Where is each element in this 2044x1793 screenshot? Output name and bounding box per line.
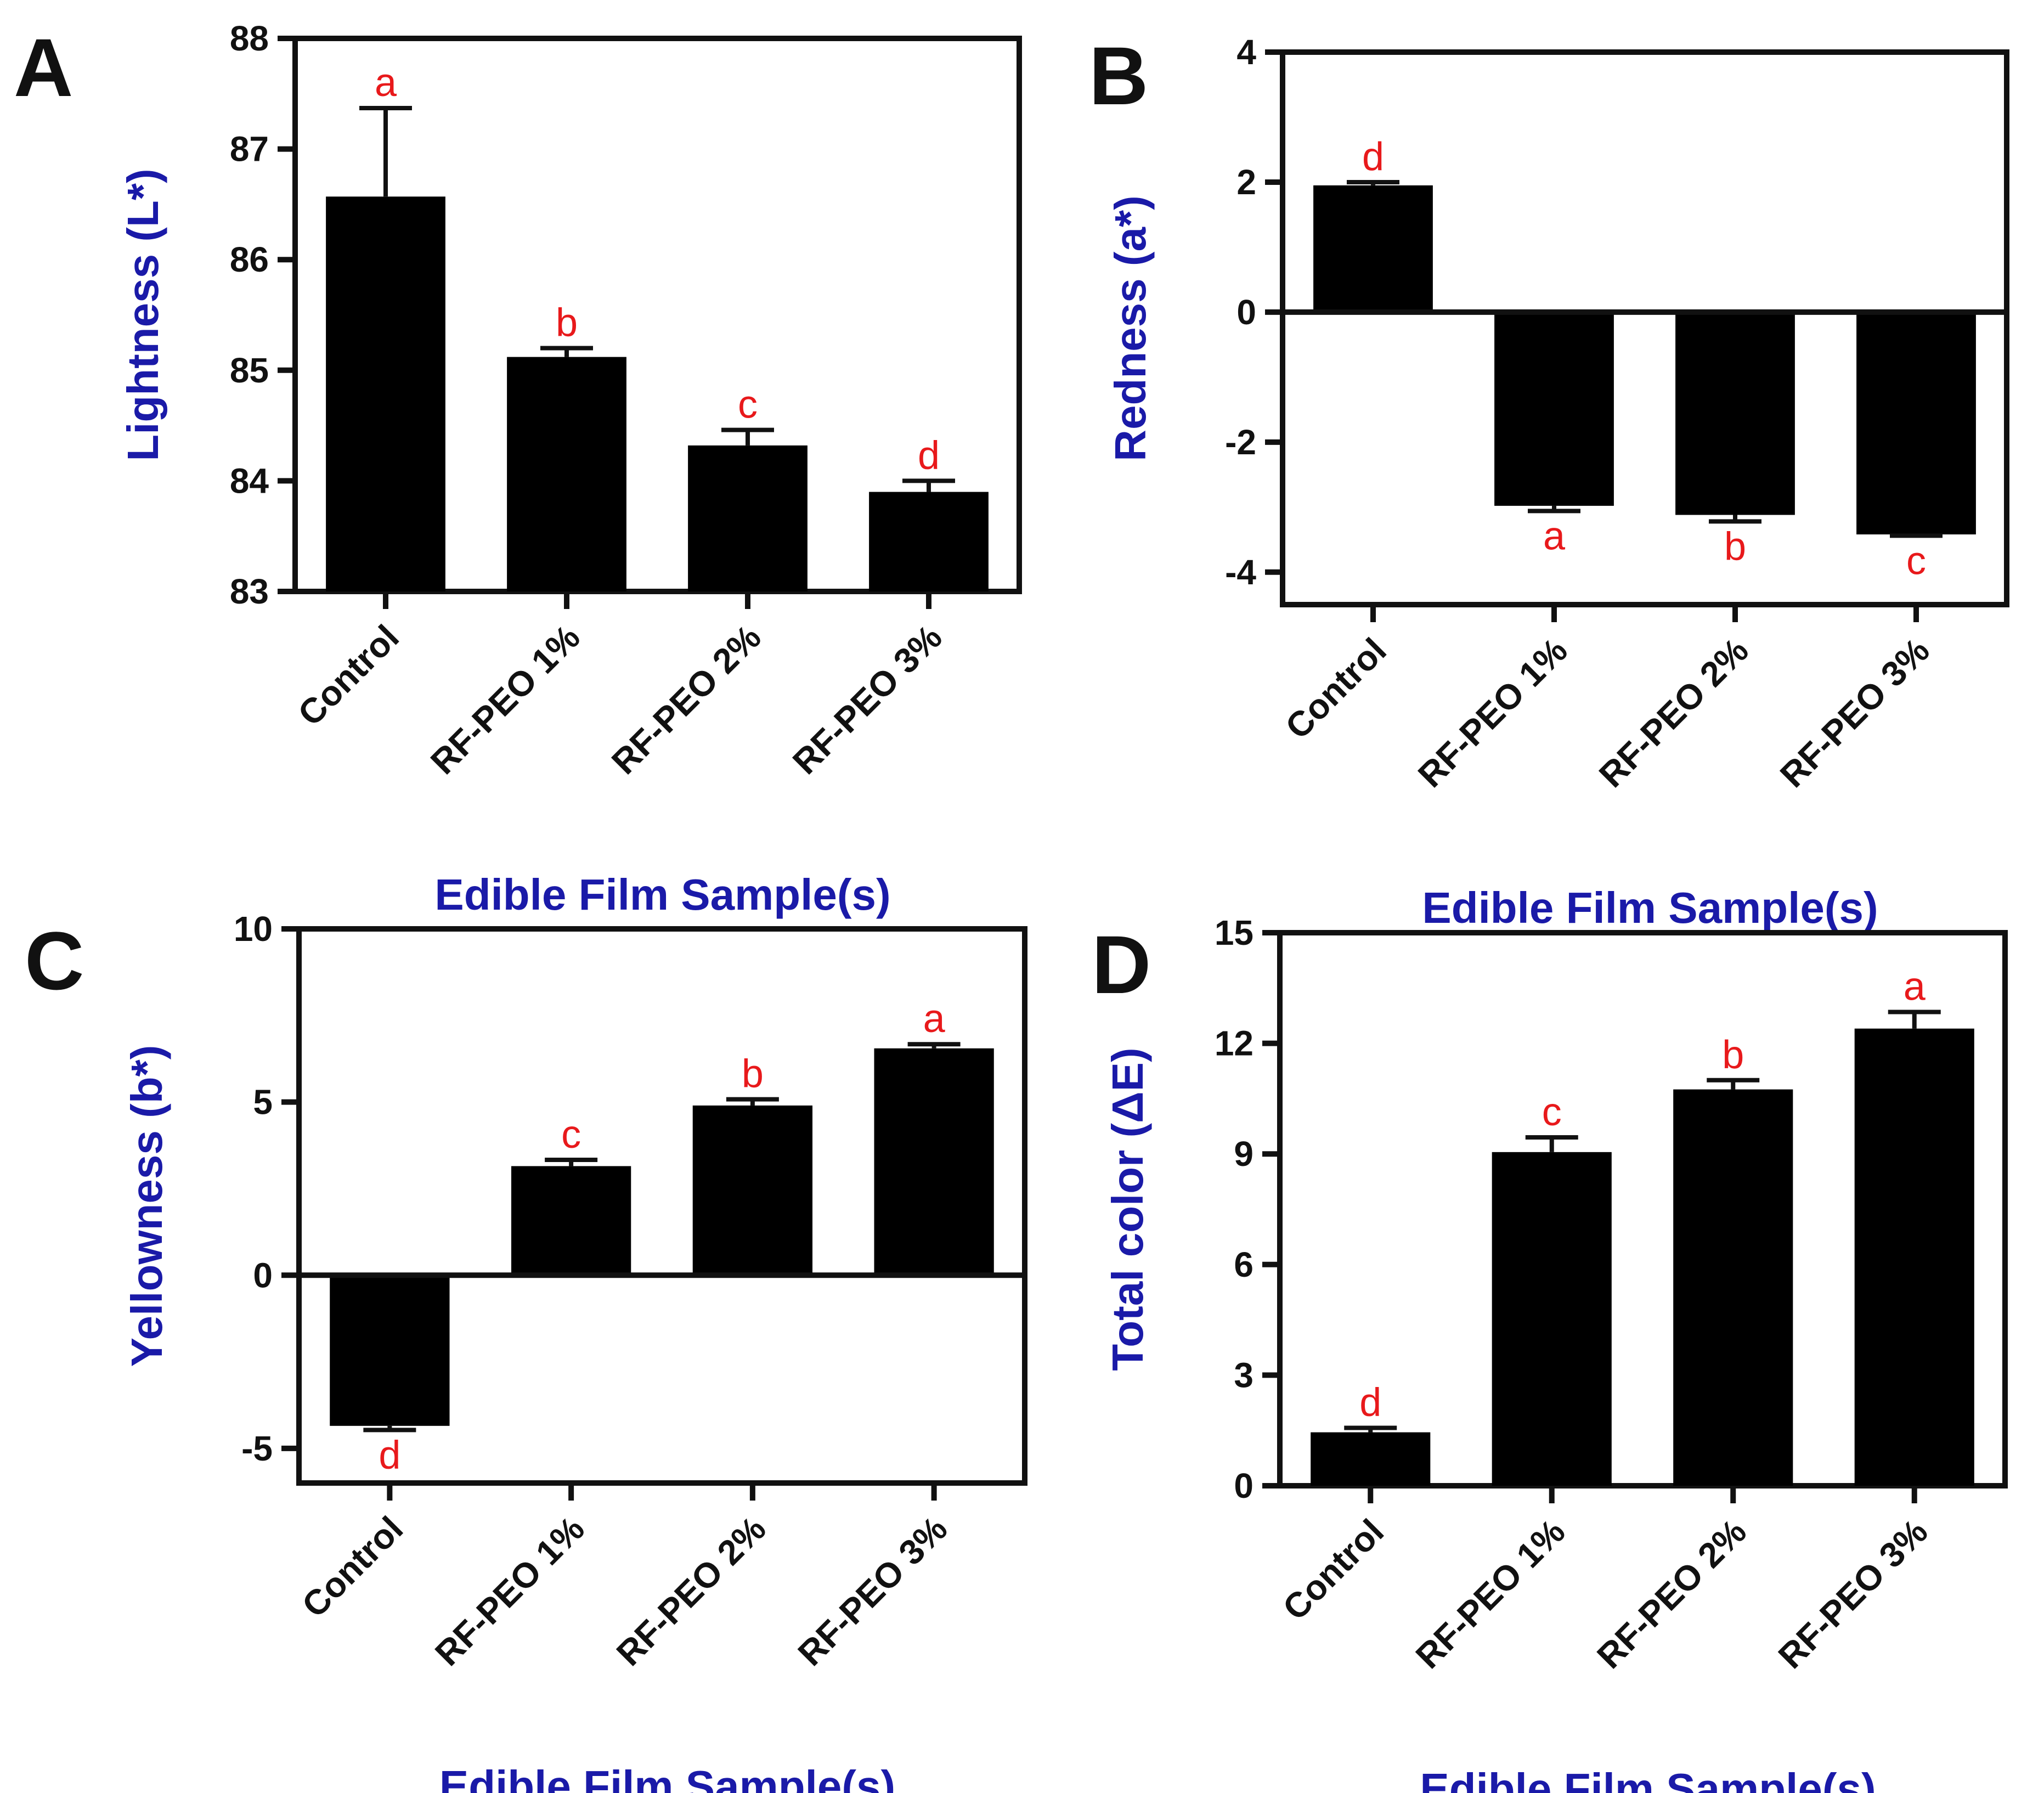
bar <box>1311 1432 1431 1486</box>
bar <box>1854 1028 1974 1486</box>
y-tick-label: 84 <box>230 461 269 500</box>
bar <box>1494 312 1614 506</box>
y-tick-label: 86 <box>230 240 269 279</box>
category-label: Control <box>1278 630 1394 747</box>
y-tick-label: 85 <box>230 351 269 390</box>
bar <box>1313 185 1433 312</box>
significance-letter: b <box>1724 525 1746 568</box>
plot-frame <box>1277 930 2008 1488</box>
significance-letter: b <box>742 1052 764 1096</box>
significance-letter: d <box>379 1433 400 1477</box>
bar <box>688 445 808 591</box>
significance-letter: b <box>1722 1033 1744 1077</box>
y-tick-label: 10 <box>234 909 273 949</box>
category-label: RF-PEO 2% <box>1591 630 1756 795</box>
category-label: RF-PEO 1% <box>1410 630 1575 795</box>
category-label: RF-PEO 3% <box>791 1509 955 1673</box>
y-tick-label: -5 <box>241 1429 273 1468</box>
y-axis-title: Lightness (L*) <box>118 168 167 461</box>
y-tick-label: 15 <box>1215 913 1253 952</box>
significance-letter: c <box>738 383 758 427</box>
y-axis-title: Total color (ΔE) <box>1103 1047 1152 1371</box>
y-tick-label: 0 <box>253 1255 273 1295</box>
y-tick-label: 83 <box>230 572 269 611</box>
y-tick-label: -4 <box>1225 552 1256 592</box>
y-tick-label: 2 <box>1236 162 1256 202</box>
category-label: RF-PEO 3% <box>1772 630 1937 795</box>
panel-a: A 83 84 85 86 87 88 a Control b RF-PEO 1% c RF-PEO 2… <box>14 19 1022 919</box>
significance-letter: d <box>1359 1380 1381 1424</box>
plot-frame <box>1280 49 2009 607</box>
y-tick-label: 3 <box>1234 1355 1253 1395</box>
category-label: RF-PEO 3% <box>1771 1512 1935 1676</box>
bar <box>874 1048 994 1276</box>
panel-letter: C <box>25 915 84 1007</box>
category-label: Control <box>290 617 406 734</box>
y-tick-label: 6 <box>1234 1245 1253 1284</box>
bar <box>1492 1152 1612 1486</box>
category-label: RF-PEO 1% <box>427 1509 592 1673</box>
y-tick-label: 88 <box>230 19 269 58</box>
bar <box>511 1166 631 1276</box>
category-label: RF-PEO 1% <box>423 617 588 782</box>
category-label: Control <box>1275 1512 1391 1628</box>
significance-letter: d <box>918 433 940 477</box>
significance-letter: a <box>375 61 397 105</box>
y-tick-label: -2 <box>1225 422 1256 462</box>
x-axis-title: Edible Film Sample(s) <box>1420 1764 1876 1793</box>
plot-frame <box>292 36 1022 594</box>
bar <box>330 1275 450 1426</box>
y-tick-label: 87 <box>230 129 269 169</box>
bar <box>869 492 989 591</box>
bar <box>507 357 626 591</box>
category-label: RF-PEO 1% <box>1408 1512 1573 1676</box>
bar <box>1673 1089 1793 1486</box>
y-tick-label: 9 <box>1234 1134 1253 1174</box>
significance-letter: c <box>1906 539 1926 583</box>
panel-b: B -4 -2 0 2 4 d Control a RF-PEO 1% b RF-PEO 2% c RF-… <box>1089 30 2009 932</box>
y-axis-title: Redness (a*) <box>1106 195 1155 461</box>
y-tick-label: 0 <box>1234 1466 1253 1506</box>
y-axis-title: Yellowness (b*) <box>122 1045 171 1367</box>
x-axis-title: Edible Film Sample(s) <box>434 870 890 919</box>
y-tick-label: 0 <box>1236 292 1256 332</box>
x-axis-title: Edible Film Sample(s) <box>1422 883 1878 932</box>
plot-frame <box>296 926 1027 1486</box>
bar <box>1856 312 1976 535</box>
panel-letter: A <box>14 21 73 114</box>
panel-c: C -5 0 5 10 d Control c RF-PEO 1% b RF-PEO 2% a RF-P… <box>25 909 1027 1793</box>
significance-letter: a <box>1904 965 1926 1008</box>
x-axis-title: Edible Film Sample(s) <box>439 1762 895 1793</box>
y-tick-label: 5 <box>253 1082 273 1122</box>
bar <box>1675 312 1795 515</box>
significance-letter: b <box>556 301 578 345</box>
bar <box>326 196 445 592</box>
y-tick-label: 4 <box>1236 32 1256 72</box>
panel-letter: B <box>1089 30 1148 122</box>
significance-letter: a <box>923 997 946 1041</box>
y-tick-label: 12 <box>1215 1024 1253 1063</box>
category-label: RF-PEO 2% <box>604 617 769 782</box>
panel-d: D 0 3 6 9 12 15 d Control c RF-PEO 1% b RF-PEO 2% a RF… <box>1092 913 2008 1793</box>
significance-letter: a <box>1543 514 1566 558</box>
category-label: Control <box>294 1509 410 1625</box>
significance-letter: c <box>1542 1090 1562 1134</box>
bar <box>692 1105 813 1276</box>
category-label: RF-PEO 2% <box>609 1509 773 1673</box>
significance-letter: c <box>561 1113 581 1157</box>
significance-letter: d <box>1362 135 1384 179</box>
category-label: RF-PEO 2% <box>1589 1512 1754 1676</box>
panel-letter: D <box>1092 918 1151 1011</box>
category-label: RF-PEO 3% <box>785 617 950 782</box>
